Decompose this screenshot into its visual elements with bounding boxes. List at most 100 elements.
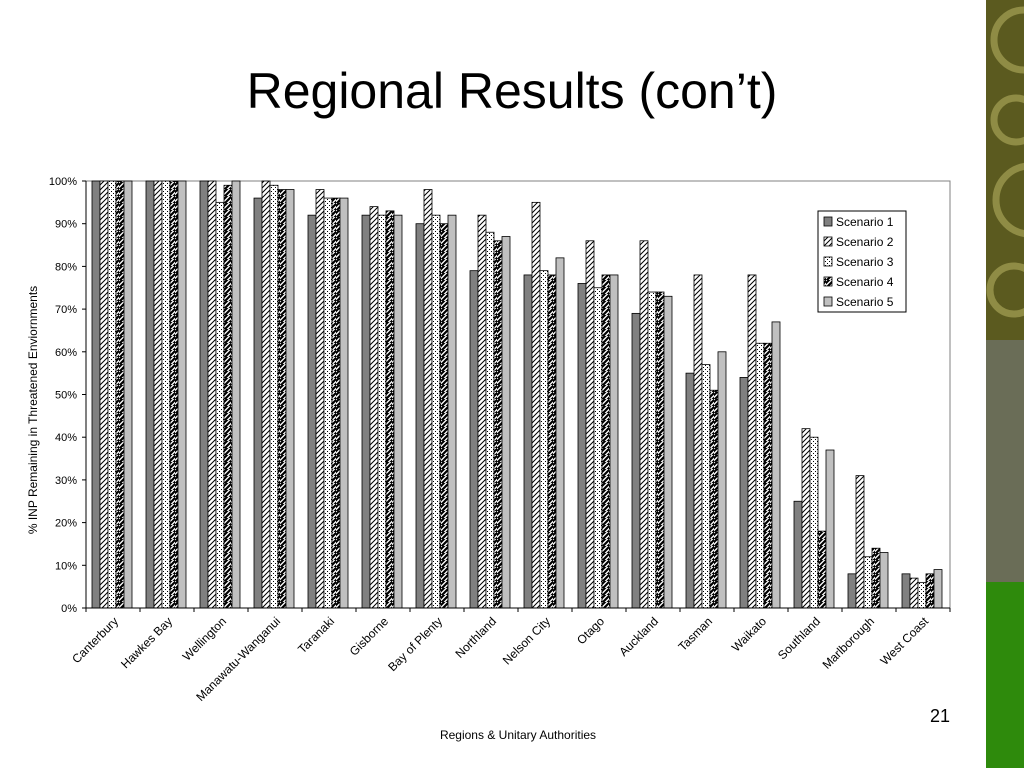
x-tick-label-taranaki: Taranaki xyxy=(295,614,337,656)
bar-nelson-city-scenario-1 xyxy=(523,274,533,609)
bar-waikato-scenario-2 xyxy=(747,274,757,609)
y-tick-label: 40% xyxy=(55,432,77,444)
bar-otago-scenario-3 xyxy=(593,287,603,609)
bar-marlborough-scenario-4 xyxy=(871,547,881,609)
x-tick-label-gisborne: Gisborne xyxy=(347,614,392,659)
bar-gisborne-scenario-5 xyxy=(393,214,403,609)
bar-taranaki-scenario-3 xyxy=(323,197,333,609)
bar-southland-scenario-3 xyxy=(809,436,819,609)
legend-label-scenario-5: Scenario 5 xyxy=(836,295,894,309)
y-tick-label: 80% xyxy=(55,261,77,273)
bar-nelson-city-scenario-4 xyxy=(547,274,557,609)
x-axis-title: Regions & Unitary Authorities xyxy=(440,728,596,742)
decorative-band-middle xyxy=(986,340,1024,582)
bar-hawkes-bay-scenario-3 xyxy=(161,180,171,609)
bar-northland-scenario-5 xyxy=(501,236,511,609)
bar-waikato-scenario-1 xyxy=(739,377,749,609)
x-tick-label-northland: Northland xyxy=(452,614,499,661)
bar-northland-scenario-4 xyxy=(493,240,503,609)
bar-northland-scenario-3 xyxy=(485,231,495,609)
bar-taranaki-scenario-4 xyxy=(331,197,341,609)
bar-marlborough-scenario-3 xyxy=(863,556,873,609)
y-tick-label: 70% xyxy=(55,304,77,316)
x-tick-label-wellington: Wellington xyxy=(180,614,229,663)
legend: Scenario 1 Scenario 2 Scenario 3 Scenario 4… xyxy=(817,210,907,313)
bar-gisborne-scenario-3 xyxy=(377,214,387,609)
bar-manawatu-wanganui-scenario-3 xyxy=(269,184,279,609)
y-tick-label: 60% xyxy=(55,347,77,359)
y-tick-label: 90% xyxy=(55,219,77,231)
bar-manawatu-wanganui-scenario-1 xyxy=(253,197,263,609)
x-tick-label-auckland: Auckland xyxy=(616,614,661,659)
bar-west-coast-scenario-5 xyxy=(933,569,943,609)
bar-auckland-scenario-5 xyxy=(663,295,673,609)
legend-swatch-scenario-3 xyxy=(823,256,833,267)
y-tick-label: 10% xyxy=(55,560,77,572)
bar-gisborne-scenario-1 xyxy=(361,214,371,609)
x-tick-label-nelson-city: Nelson City xyxy=(500,614,553,667)
bar-waikato-scenario-5 xyxy=(771,321,781,609)
legend-box xyxy=(817,210,907,313)
bar-canterbury-scenario-1 xyxy=(91,180,101,609)
bar-tasman-scenario-4 xyxy=(709,389,719,609)
legend-swatch-scenario-2 xyxy=(823,236,833,247)
bar-wellington-scenario-3 xyxy=(215,201,225,609)
bar-northland-scenario-2 xyxy=(477,214,487,609)
bar-wellington-scenario-4 xyxy=(223,184,233,609)
bar-wellington-scenario-2 xyxy=(207,180,217,609)
bar-otago-scenario-5 xyxy=(609,274,619,609)
y-tick-label: 20% xyxy=(55,518,77,530)
x-tick-label-marlborough: Marlborough xyxy=(820,614,878,672)
bar-bay-of-plenty-scenario-3 xyxy=(431,214,441,609)
bar-nelson-city-scenario-5 xyxy=(555,257,565,609)
bar-marlborough-scenario-2 xyxy=(855,475,865,609)
bar-hawkes-bay-scenario-5 xyxy=(177,180,187,609)
bar-west-coast-scenario-3 xyxy=(917,581,927,609)
bar-canterbury-scenario-5 xyxy=(123,180,133,609)
bar-bay-of-plenty-scenario-4 xyxy=(439,223,449,609)
decorative-band-top xyxy=(986,0,1024,340)
bar-northland-scenario-1 xyxy=(469,270,479,609)
bar-marlborough-scenario-1 xyxy=(847,573,857,609)
bar-gisborne-scenario-4 xyxy=(385,210,395,609)
bar-bay-of-plenty-scenario-1 xyxy=(415,223,425,609)
bar-wellington-scenario-1 xyxy=(199,180,209,609)
bar-otago-scenario-4 xyxy=(601,274,611,609)
decorative-band-bottom xyxy=(986,582,1024,768)
bar-taranaki-scenario-5 xyxy=(339,197,349,609)
bar-chart: 0% 10% 20% 30% 40% 50% 60% 70% 80% 90% 100% Canter… xyxy=(26,176,951,742)
x-tick-label-west-coast: West Coast xyxy=(878,614,932,668)
bar-otago-scenario-1 xyxy=(577,283,587,609)
bar-auckland-scenario-1 xyxy=(631,312,641,609)
swirl-pattern-icon xyxy=(986,6,1024,318)
bar-bay-of-plenty-scenario-2 xyxy=(423,189,433,609)
bar-tasman-scenario-3 xyxy=(701,364,711,609)
page-number: 21 xyxy=(930,706,951,726)
bar-west-coast-scenario-4 xyxy=(925,573,935,609)
bar-nelson-city-scenario-2 xyxy=(531,201,541,609)
bar-bay-of-plenty-scenario-5 xyxy=(447,214,457,609)
x-tick-label-tasman: Tasman xyxy=(676,614,716,654)
slide-title: Regional Results (con’t) xyxy=(246,63,778,119)
bar-nelson-city-scenario-3 xyxy=(539,270,549,609)
bar-auckland-scenario-3 xyxy=(647,291,657,609)
bar-taranaki-scenario-2 xyxy=(315,189,325,609)
x-tick-label-bay-of-plenty: Bay of Plenty xyxy=(385,614,445,674)
legend-swatch-scenario-1 xyxy=(823,216,833,227)
bar-taranaki-scenario-1 xyxy=(307,214,317,609)
x-tick-label-waikato: Waikato xyxy=(729,614,769,654)
bar-tasman-scenario-2 xyxy=(693,274,703,609)
bar-wellington-scenario-5 xyxy=(231,180,241,609)
bar-tasman-scenario-5 xyxy=(717,351,727,609)
bar-manawatu-wanganui-scenario-4 xyxy=(277,189,287,609)
y-tick-label: 50% xyxy=(55,390,77,402)
bar-gisborne-scenario-2 xyxy=(369,206,379,609)
legend-label-scenario-3: Scenario 3 xyxy=(836,255,894,269)
y-tick-label: 0% xyxy=(61,603,77,615)
bar-waikato-scenario-4 xyxy=(763,342,773,609)
bar-hawkes-bay-scenario-1 xyxy=(145,180,155,609)
x-tick-label-southland: Southland xyxy=(775,614,823,662)
bar-west-coast-scenario-1 xyxy=(901,573,911,609)
legend-swatch-scenario-4 xyxy=(823,276,833,287)
bar-southland-scenario-2 xyxy=(801,428,811,609)
